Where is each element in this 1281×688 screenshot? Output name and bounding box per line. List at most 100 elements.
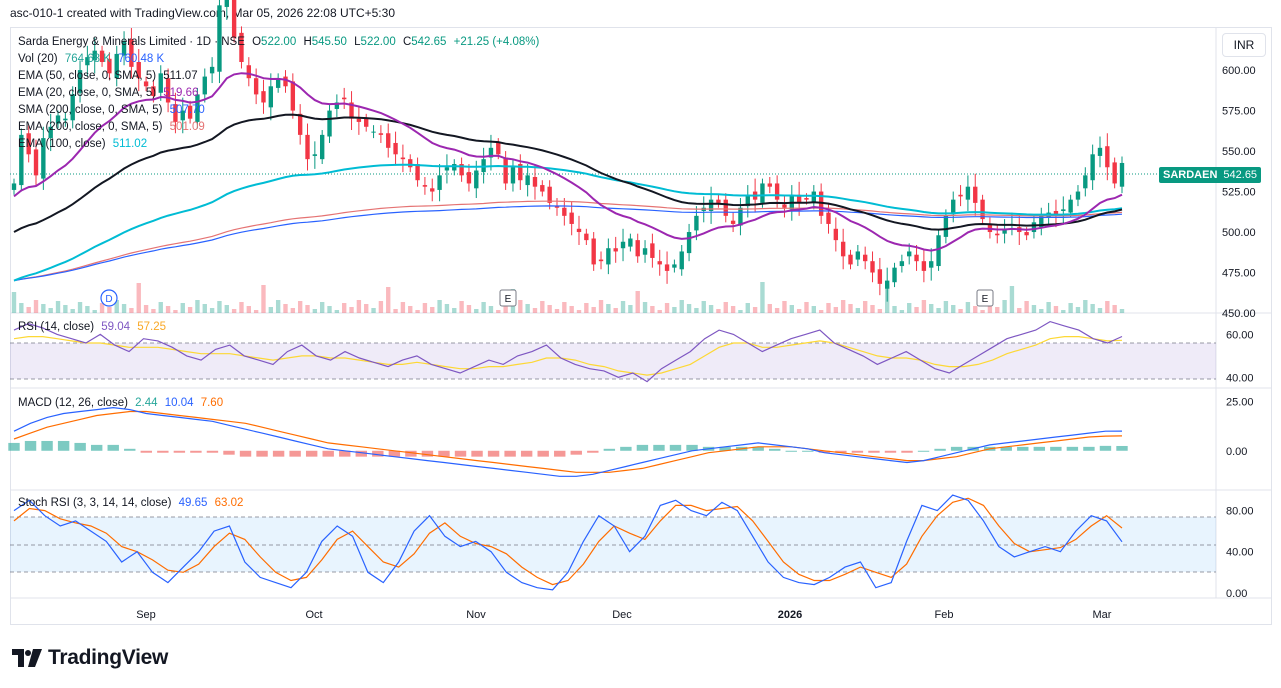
candle-body — [951, 199, 956, 215]
candle-body — [209, 66, 215, 74]
ema200-line — [13, 200, 1123, 282]
stoch-rsi-lines[interactable] — [13, 494, 1123, 591]
rsi-axis-tick: 40.00 — [1226, 372, 1254, 384]
candle-body — [430, 188, 435, 192]
candle-body — [452, 164, 457, 171]
volume-bar — [503, 303, 508, 313]
volume-bar — [92, 310, 97, 313]
volume-bar — [554, 309, 560, 313]
ohlc-open: 522.00 — [261, 36, 297, 48]
time-axis-tick: Nov — [466, 609, 486, 621]
candle-body — [1024, 232, 1029, 236]
candle-body — [466, 172, 472, 184]
macd-histogram-bar — [901, 450, 913, 453]
macd-histogram-bar — [934, 448, 946, 451]
candle-body — [848, 254, 853, 265]
volume-bar — [444, 304, 450, 313]
candle-body — [1068, 199, 1073, 213]
volume-bar — [965, 302, 971, 313]
rsi-lines[interactable] — [13, 320, 1123, 383]
price-axis-tick: 450.00 — [1222, 308, 1256, 320]
macd-lines[interactable] — [8, 406, 1128, 477]
volume-bar — [995, 307, 1000, 313]
candle-body — [606, 248, 611, 265]
volume-bar — [488, 306, 494, 313]
volume-bar — [811, 306, 817, 313]
volume-bar — [173, 310, 178, 313]
price-axis-tick: 575.00 — [1222, 106, 1256, 118]
volume-bar — [929, 304, 934, 313]
candlestick-series[interactable] — [11, 0, 1125, 313]
volume-bar — [958, 309, 963, 313]
volume-bar — [855, 308, 861, 313]
macd-histogram-bar — [190, 450, 202, 453]
candle-body — [1119, 162, 1125, 187]
volume-bar — [620, 301, 626, 313]
candle-body — [19, 134, 24, 186]
candle-body — [26, 133, 31, 155]
currency-button[interactable]: INR — [1222, 33, 1266, 57]
candle-body — [782, 204, 787, 208]
candle-body — [231, 0, 237, 38]
candle-body — [261, 91, 266, 103]
time-axis-tick: Oct — [305, 609, 322, 621]
candle-body — [826, 212, 831, 224]
candle-body — [246, 65, 251, 79]
volume-bar — [77, 302, 83, 313]
ema50-label: EMA (50, close, 0, SMA, 5) — [18, 70, 157, 82]
stoch-label: Stoch RSI (3, 3, 14, 14, close) — [18, 497, 172, 509]
volume-bar — [1024, 301, 1029, 313]
volume-bar — [231, 309, 237, 313]
macd-histogram-bar — [454, 450, 467, 457]
macd-histogram-bar — [603, 448, 616, 451]
tradingview-logo[interactable]: TradingView — [12, 646, 168, 670]
candle-body — [796, 194, 802, 203]
earnings-marker[interactable] — [499, 289, 517, 307]
dividend-marker[interactable] — [100, 289, 118, 307]
volume-bar — [951, 305, 956, 313]
volume-label: Vol (20) — [18, 53, 58, 65]
macd-histogram-bar — [636, 444, 649, 451]
macd-histogram-bar — [405, 450, 417, 457]
volume-bar — [518, 300, 523, 313]
macd-histogram-bar — [74, 442, 86, 451]
ema200-value: 501.09 — [169, 121, 205, 133]
volume-bar — [907, 303, 912, 313]
candle-body — [995, 233, 1000, 236]
stoch-k-line — [13, 494, 1123, 591]
volume-bar — [1039, 309, 1044, 313]
last-price-badge: SARDAEN 542.65 — [1159, 167, 1262, 183]
volume-bar — [540, 301, 545, 313]
volume-bar — [33, 300, 39, 313]
ema200-legend: EMA (200, close, 0, SMA, 5) 501.09 — [18, 121, 209, 133]
candle-body — [532, 176, 538, 187]
volume-bar — [202, 304, 207, 313]
candle-body — [958, 194, 963, 197]
volume-bar — [364, 304, 369, 313]
candle-body — [415, 164, 420, 181]
candle-body — [474, 170, 479, 189]
moving-average-lines[interactable] — [13, 72, 1123, 282]
macd-histogram-bar — [570, 450, 582, 455]
stoch-k-value: 49.65 — [178, 497, 208, 509]
chart-creation-caption: asc-010-1 created with TradingView.com, … — [10, 6, 395, 20]
candle-body — [679, 251, 684, 270]
macd-histogram-bar — [1083, 446, 1095, 451]
symbol-name: Sarda Energy & Minerals Limited · 1D · N… — [18, 36, 245, 48]
candle-body — [1061, 209, 1066, 211]
ema50-value: 511.07 — [163, 70, 198, 82]
volume-bar — [840, 300, 846, 313]
volume-bar — [782, 301, 787, 313]
macd-histogram-bar — [1099, 445, 1112, 451]
time-axis-tick: Mar — [1093, 609, 1112, 621]
candle-body — [716, 199, 721, 203]
volume-bar — [297, 301, 303, 313]
macd-histogram-bar — [785, 450, 797, 452]
stoch-axis-tick: 40.00 — [1226, 547, 1254, 559]
volume-bar — [319, 302, 325, 313]
macd-histogram-bar — [653, 444, 665, 451]
stoch-legend: Stoch RSI (3, 3, 14, 14, close) 49.65 63… — [18, 497, 247, 509]
volume-bar — [268, 307, 274, 313]
earnings-marker[interactable] — [976, 289, 994, 307]
